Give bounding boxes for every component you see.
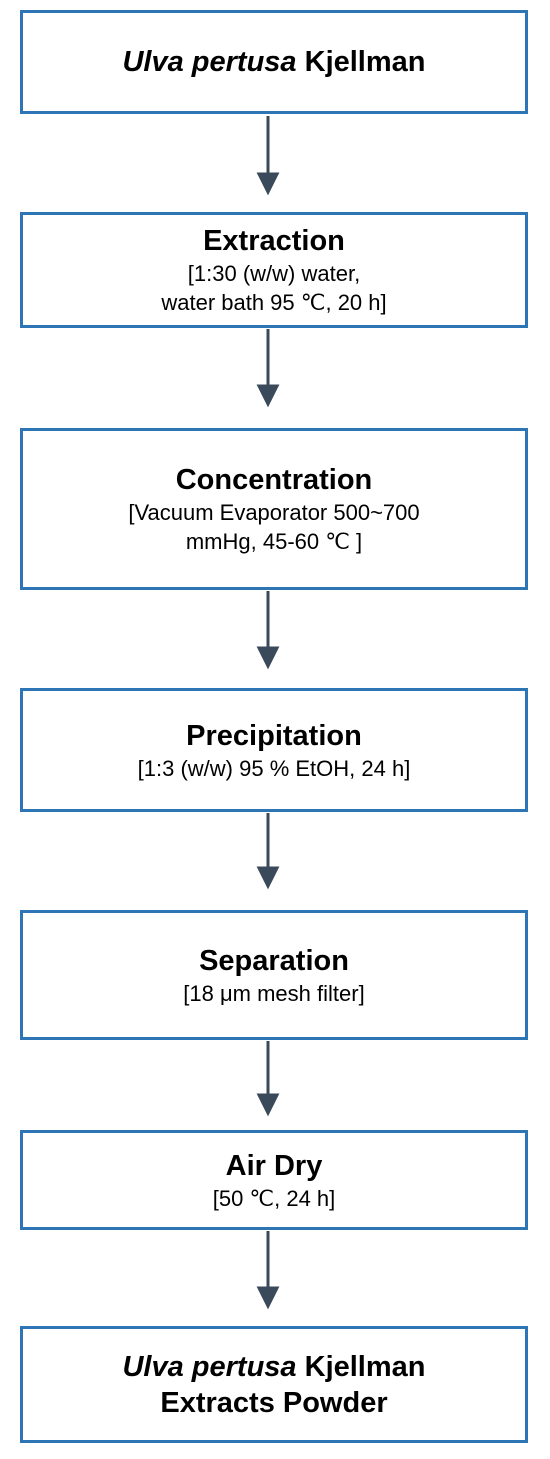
step-detail: water bath 95 ℃, 20 h] xyxy=(161,290,387,315)
step-detail: [18 μm mesh filter] xyxy=(183,980,365,1006)
step-detail: [50 ℃, 24 h] xyxy=(212,1185,336,1211)
step-title: Separation xyxy=(199,944,349,977)
step-detail: [1:3 (w/w) 95 % EtOH, 24 h] xyxy=(137,755,411,781)
step-detail: [Vacuum Evaporator 500~700 xyxy=(128,500,420,525)
step-title-text: Kjellman xyxy=(304,46,426,78)
arrowhead xyxy=(256,384,280,408)
step-box: Separation [18 μm mesh filter] xyxy=(20,910,528,1040)
step-title-text: Kjellman xyxy=(304,1350,426,1383)
step-box: Concentration [Vacuum Evaporator 500~700… xyxy=(20,428,528,590)
arrowhead xyxy=(256,646,280,670)
step-detail: [1:30 (w/w) water, xyxy=(187,261,361,286)
step-title: Precipitation xyxy=(186,719,362,752)
step-title: Concentration xyxy=(175,464,373,496)
arrowhead xyxy=(256,1093,280,1117)
step-box: Ulva pertusa Kjellman Extracts Powder xyxy=(20,1326,528,1443)
step-title: Extraction xyxy=(203,225,345,257)
step-box: Air Dry [50 ℃, 24 h] xyxy=(20,1130,528,1230)
step-box: Precipitation [1:3 (w/w) 95 % EtOH, 24 h… xyxy=(20,688,528,812)
step-title: Ulva pertusa Kjellman xyxy=(122,1349,425,1385)
species-name: Ulva pertusa xyxy=(122,46,297,78)
step-box: Ulva pertusa Kjellman xyxy=(20,10,528,114)
step-detail: mmHg, 45-60 ℃ ] xyxy=(185,529,363,554)
step-box: Extraction [1:30 (w/w) water, water bath… xyxy=(20,212,528,328)
arrowhead xyxy=(256,866,280,890)
arrowhead xyxy=(256,172,280,196)
species-name: Ulva pertusa xyxy=(122,1350,297,1383)
step-title: Extracts Powder xyxy=(160,1386,388,1419)
step-title: Air Dry xyxy=(225,1149,323,1182)
arrowhead xyxy=(256,1286,280,1310)
step-title: Ulva pertusa Kjellman xyxy=(122,44,425,80)
